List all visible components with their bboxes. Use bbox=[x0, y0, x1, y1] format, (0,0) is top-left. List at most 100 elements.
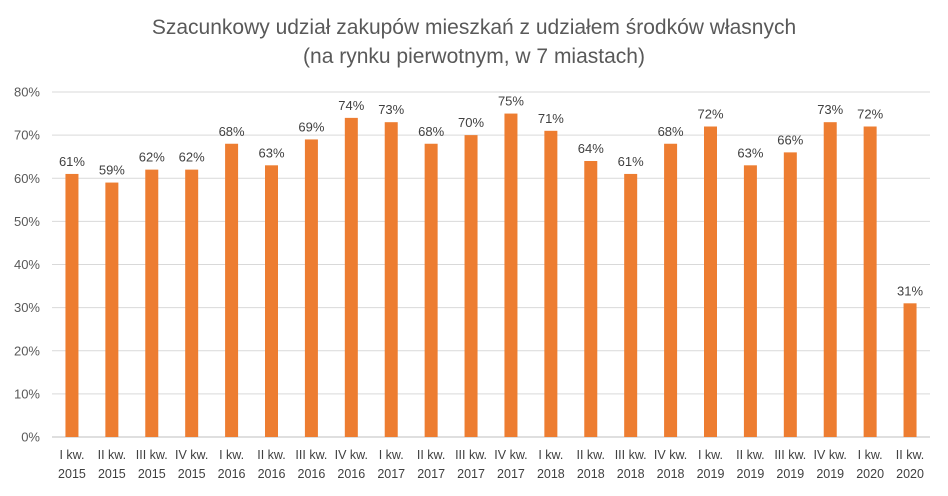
x-tick-label-quarter: II kw. bbox=[257, 448, 285, 462]
x-tick-label-year: 2019 bbox=[737, 467, 765, 481]
bar bbox=[664, 143, 678, 437]
x-tick-label-year: 2015 bbox=[138, 467, 166, 481]
bar bbox=[145, 169, 159, 437]
bar bbox=[105, 182, 119, 437]
x-tick-label-quarter: IV kw. bbox=[335, 448, 368, 462]
data-label: 68% bbox=[219, 124, 245, 139]
x-tick-label-quarter: I kw. bbox=[858, 448, 883, 462]
y-tick-label: 20% bbox=[14, 343, 40, 358]
x-tick-label-year: 2017 bbox=[497, 467, 525, 481]
x-tick-label-quarter: II kw. bbox=[896, 448, 924, 462]
bar bbox=[823, 122, 837, 437]
y-tick-label: 80% bbox=[14, 85, 40, 100]
bar bbox=[65, 173, 79, 437]
data-label: 68% bbox=[658, 124, 684, 139]
data-label: 61% bbox=[618, 154, 644, 169]
bar bbox=[185, 169, 199, 437]
data-label: 73% bbox=[378, 102, 404, 117]
data-label: 72% bbox=[697, 107, 723, 122]
data-label: 63% bbox=[737, 145, 763, 160]
bar bbox=[504, 113, 518, 437]
bar bbox=[265, 165, 278, 437]
x-tick-label-quarter: II kw. bbox=[417, 448, 445, 462]
bar bbox=[384, 122, 398, 437]
data-label: 74% bbox=[338, 98, 364, 113]
bar bbox=[783, 152, 797, 437]
x-tick-label-quarter: IV kw. bbox=[175, 448, 208, 462]
data-label: 64% bbox=[578, 141, 604, 156]
x-tick-label-quarter: I kw. bbox=[59, 448, 84, 462]
y-tick-label: 40% bbox=[14, 257, 40, 272]
data-label: 62% bbox=[139, 150, 165, 165]
x-tick-label-quarter: I kw. bbox=[698, 448, 723, 462]
x-tick-label-year: 2019 bbox=[776, 467, 804, 481]
data-label: 31% bbox=[897, 283, 923, 298]
x-tick-label-year: 2018 bbox=[657, 467, 685, 481]
y-tick-label: 30% bbox=[14, 300, 40, 315]
x-tick-label-year: 2016 bbox=[298, 467, 326, 481]
x-tick-label-year: 2019 bbox=[697, 467, 725, 481]
data-label: 68% bbox=[418, 124, 444, 139]
x-tick-label-year: 2017 bbox=[377, 467, 405, 481]
data-label: 75% bbox=[498, 94, 524, 109]
x-tick-label-year: 2015 bbox=[178, 467, 206, 481]
data-label: 73% bbox=[817, 102, 843, 117]
y-tick-label: 0% bbox=[21, 430, 40, 445]
data-label: 72% bbox=[857, 107, 883, 122]
x-tick-label-quarter: I kw. bbox=[219, 448, 244, 462]
x-tick-label-quarter: I kw. bbox=[538, 448, 563, 462]
x-tick-label-year: 2018 bbox=[537, 467, 565, 481]
x-tick-label-quarter: IV kw. bbox=[654, 448, 687, 462]
bar bbox=[743, 165, 757, 437]
x-tick-label-quarter: I kw. bbox=[379, 448, 404, 462]
chart-title-line-2: (na rynku pierwotnym, w 7 miastach) bbox=[303, 45, 645, 68]
data-label: 63% bbox=[258, 145, 284, 160]
x-tick-label-year: 2015 bbox=[98, 467, 126, 481]
data-label: 61% bbox=[59, 154, 85, 169]
x-tick-label-quarter: III kw. bbox=[455, 448, 487, 462]
x-tick-label-quarter: III kw. bbox=[136, 448, 168, 462]
x-tick-label-year: 2018 bbox=[617, 467, 645, 481]
data-label: 69% bbox=[298, 119, 324, 134]
x-tick-label-year: 2016 bbox=[218, 467, 246, 481]
data-label: 59% bbox=[99, 163, 125, 178]
x-tick-label-year: 2020 bbox=[856, 467, 884, 481]
bar bbox=[464, 135, 478, 437]
x-tick-label-quarter: III kw. bbox=[295, 448, 327, 462]
x-tick-label-year: 2017 bbox=[457, 467, 485, 481]
x-tick-label-quarter: IV kw. bbox=[814, 448, 847, 462]
x-tick-label-year: 2019 bbox=[816, 467, 844, 481]
bar bbox=[584, 161, 598, 437]
bar bbox=[704, 126, 717, 437]
bar bbox=[424, 143, 438, 437]
bar bbox=[544, 130, 558, 437]
bar bbox=[903, 303, 917, 437]
data-label: 70% bbox=[458, 115, 484, 130]
x-tick-label-quarter: II kw. bbox=[577, 448, 605, 462]
x-tick-label-quarter: IV kw. bbox=[494, 448, 527, 462]
x-tick-label-year: 2020 bbox=[896, 467, 924, 481]
data-label: 71% bbox=[538, 111, 564, 126]
x-tick-label-quarter: III kw. bbox=[774, 448, 806, 462]
data-label: 66% bbox=[777, 132, 803, 147]
x-tick-label-year: 2016 bbox=[258, 467, 286, 481]
y-tick-label: 10% bbox=[14, 386, 40, 401]
bar bbox=[225, 143, 239, 437]
data-label: 62% bbox=[179, 150, 205, 165]
bar bbox=[304, 139, 318, 437]
x-tick-label-quarter: II kw. bbox=[98, 448, 126, 462]
x-tick-label-quarter: III kw. bbox=[615, 448, 647, 462]
chart-title-line-1: Szacunkowy udział zakupów mieszkań z udz… bbox=[151, 16, 797, 39]
x-tick-label-year: 2015 bbox=[58, 467, 86, 481]
x-tick-label-year: 2017 bbox=[417, 467, 445, 481]
x-tick-label-year: 2016 bbox=[337, 467, 365, 481]
y-tick-label: 70% bbox=[14, 128, 40, 143]
y-tick-label: 60% bbox=[14, 171, 40, 186]
bar bbox=[624, 173, 638, 437]
y-tick-label: 50% bbox=[14, 214, 40, 229]
x-tick-label-quarter: II kw. bbox=[736, 448, 764, 462]
x-tick-label-year: 2018 bbox=[577, 467, 605, 481]
bar bbox=[344, 117, 358, 437]
